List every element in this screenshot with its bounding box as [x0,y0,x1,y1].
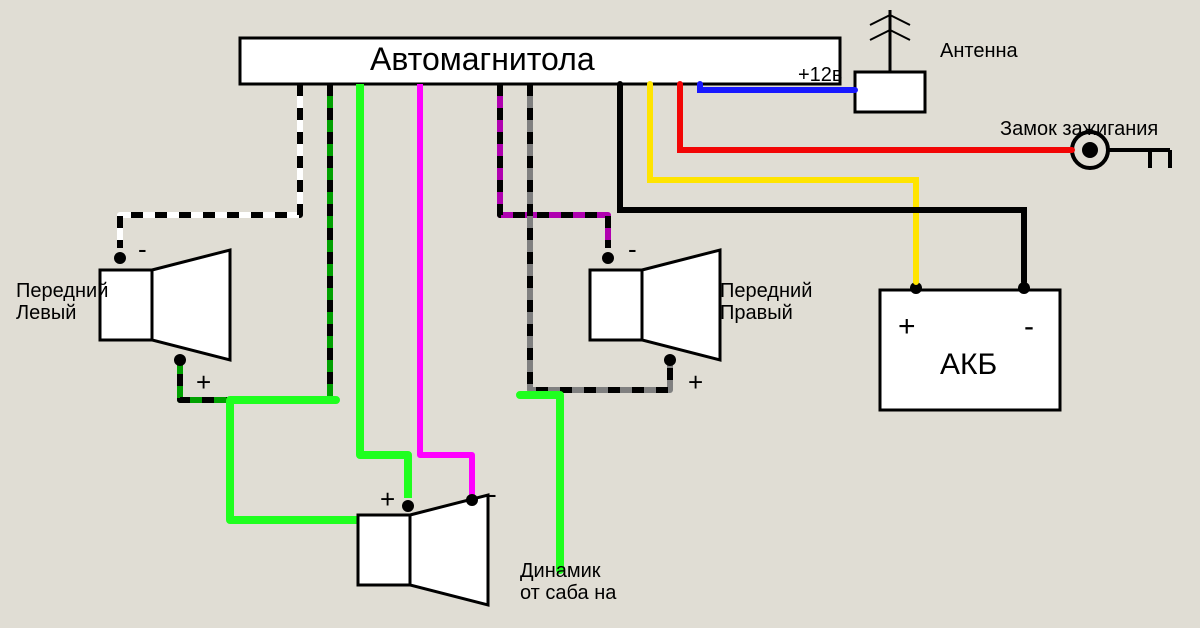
wire-yellow-batt-pos [650,84,916,282]
sub-plus: + [380,485,395,514]
fr-plus: + [688,368,703,397]
battery-label: АКБ [940,348,997,381]
wire-sub-bridge-right [520,395,560,570]
fl-minus: - [138,235,147,264]
wire-fr-neg [500,84,608,248]
fr-minus: - [628,235,637,264]
sub-minus: - [488,480,497,509]
speaker-front-left [100,250,230,360]
antenna-label: Антенна [940,40,1018,62]
front-right-label: Передний Правый [720,280,812,324]
battery-plus: + [898,310,916,343]
wire-fl-pos [120,84,300,248]
ignition-label: Замок зажигания [1000,118,1158,140]
battery-minus: - [1024,310,1034,343]
twelve-v-label: +12в [798,64,843,86]
front-left-label: Передний Левый [16,280,108,324]
wiring-diagram [0,0,1200,628]
speaker-sub [358,495,488,605]
wire-sub-pos [360,84,408,498]
fl-plus: + [196,368,211,397]
speaker-front-right [590,250,720,360]
antenna-box [855,72,925,112]
wire-sub-neg [420,84,472,498]
wire-sub-bridge-left [230,400,356,520]
head-unit-title: Автомагнитола [370,42,595,77]
sub-speaker-label: Динамик от саба на [520,560,616,604]
